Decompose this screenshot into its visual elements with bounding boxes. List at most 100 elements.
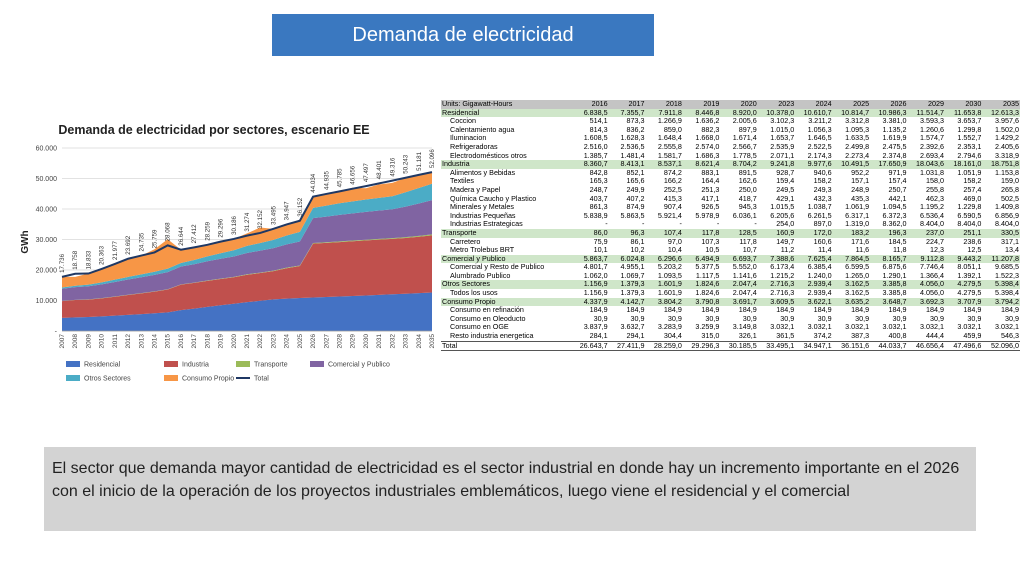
table-cell: 429,1: [776, 193, 795, 203]
table-cell: 945,3: [738, 202, 757, 212]
table-cell: 4.142,7: [608, 297, 646, 307]
table-cell: 2.566,7: [732, 141, 757, 151]
table-cell: 237,0: [907, 228, 945, 238]
row-label: Coccion: [450, 116, 476, 126]
table-cell: 1.135,2: [882, 124, 907, 134]
sector-row: Otros Sectores 1.156,9 1.379,3 1.601,9 1.824…: [441, 280, 1020, 290]
legend-swatch: [66, 361, 80, 367]
table-cell: 2.005,6: [732, 116, 757, 126]
row-label: Consumo en OGE: [450, 322, 509, 332]
area-industria: [62, 235, 432, 318]
x-tick-label: 2024: [284, 334, 291, 349]
table-cell: 1.266,9: [657, 116, 682, 126]
table-cell: 2.353,1: [957, 141, 982, 151]
table-cell: 1.156,9: [571, 280, 609, 290]
table-cell: 44.033,7: [870, 340, 908, 352]
table-cell: 8.446,8: [682, 108, 721, 118]
table-cell: 6.875,6: [882, 262, 907, 272]
table-cell: 75,9: [593, 236, 608, 246]
table-cell: 7.388,6: [757, 254, 796, 264]
table-cell: 2.071,1: [770, 150, 795, 160]
table-cell: 459,9: [963, 331, 982, 341]
row-label: Alimentos y Bebidas: [450, 167, 516, 177]
table-cell: 2.536,5: [620, 141, 645, 151]
table-cell: 117,8: [739, 236, 757, 246]
table-cell: 9.443,2: [944, 254, 983, 264]
row-label: Minerales y Metales: [450, 202, 514, 212]
table-cell: -: [716, 219, 720, 229]
table-cell: 1.056,3: [807, 124, 832, 134]
table-cell: 8.051,1: [957, 262, 982, 272]
table-cell: 8.360,7: [571, 160, 609, 169]
table-cell: 1.094,5: [882, 202, 907, 212]
table-cell: 3.609,5: [757, 297, 796, 307]
table-cell: 874,9: [626, 202, 645, 212]
row-label: Resto industria energetica: [450, 331, 534, 341]
table-cell: 224,7: [925, 236, 944, 246]
table-cell: 3.635,2: [832, 297, 871, 307]
row-label: Residencial: [441, 108, 572, 118]
table-cell: 1.299,8: [957, 124, 982, 134]
table-cell: 883,1: [701, 167, 720, 177]
legend-label: Total: [254, 376, 269, 383]
table-cell: 1.429,2: [995, 133, 1019, 143]
table-cell: 6.317,1: [845, 210, 870, 220]
table-cell: 97,0: [667, 236, 682, 246]
table-cell: 2.374,8: [882, 150, 907, 160]
x-tick-label: 2016: [178, 334, 185, 349]
units-label: Units: Gigawatt-Hours: [441, 99, 572, 109]
table-cell: 952,2: [851, 167, 870, 177]
table-cell: 27.411,9: [608, 340, 646, 352]
table-cell: 157,4: [888, 176, 907, 186]
table-cell: 4.056,0: [919, 288, 944, 298]
x-tick-label: 2025: [297, 334, 304, 349]
table-cell: 1.031,8: [919, 167, 944, 177]
table-cell: 238,6: [963, 236, 982, 246]
table-cell: 6.296,6: [645, 254, 683, 264]
table-cell: 374,2: [813, 331, 832, 341]
y-axis-label: GWh: [20, 230, 31, 253]
table-cell: 2.716,3: [770, 288, 795, 298]
table-cell: 30,9: [705, 313, 720, 323]
table-cell: 3.632,7: [620, 322, 645, 332]
table-cell: 6.536,4: [919, 210, 944, 220]
data-label: 44.034: [310, 173, 317, 192]
table-cell: 502,5: [1001, 193, 1019, 203]
chart-title: Demanda de electricidad por sectores, es…: [58, 123, 369, 137]
table-cell: -: [754, 219, 757, 229]
table-cell: 1.668,0: [695, 133, 720, 143]
table-cell: 1.653,7: [770, 133, 795, 143]
table-cell: 7.864,5: [832, 254, 871, 264]
table-cell: 7.911,8: [645, 108, 683, 118]
table-cell: 2.047,4: [732, 288, 757, 298]
table-cell: 1.379,3: [608, 280, 646, 290]
table-cell: 160,6: [813, 236, 832, 246]
table-cell: 184,9: [738, 305, 757, 315]
table-cell: 12.613,3: [982, 108, 1020, 118]
table-cell: 7.355,7: [608, 108, 646, 118]
table-row: Coccion 514,1 873,3 1.266,9 1.636,2 2.005,6 3.…: [441, 117, 1020, 126]
table-cell: 8.404,0: [957, 219, 982, 229]
table-cell: 6.173,4: [770, 262, 795, 272]
table-cell: 107,3: [701, 236, 720, 246]
data-label: 21.977: [112, 240, 119, 259]
x-tick-label: 2009: [85, 334, 92, 349]
table-cell: -: [679, 219, 682, 229]
data-label: 47.497: [363, 163, 370, 182]
table-cell: 3.032,1: [882, 322, 907, 332]
table-cell: 882,3: [701, 124, 720, 134]
table-cell: 4.337,9: [571, 297, 609, 307]
table-row: Comercial y Resto de Publico 4.801,7 4.955…: [441, 263, 1020, 272]
table-cell: 10,1: [593, 245, 608, 255]
table-cell: 418,7: [738, 193, 757, 203]
table-cell: 3.385,8: [882, 288, 907, 298]
sector-row: Residencial 6.838,5 7.355,7 7.911,8 8.446,8 8…: [441, 108, 1020, 118]
total-line: [61, 171, 433, 278]
table-cell: 7.625,4: [795, 254, 833, 264]
data-label: 24.735: [138, 232, 145, 251]
table-cell: 1.062,0: [583, 270, 608, 280]
year-header: 2026: [870, 99, 908, 109]
table-cell: 1.628,3: [620, 133, 645, 143]
sector-row: Transporte 86,0 96,3 107,4 117,8 128,5 160,9 17…: [441, 228, 1020, 238]
table-cell: 13,4: [1005, 245, 1019, 255]
